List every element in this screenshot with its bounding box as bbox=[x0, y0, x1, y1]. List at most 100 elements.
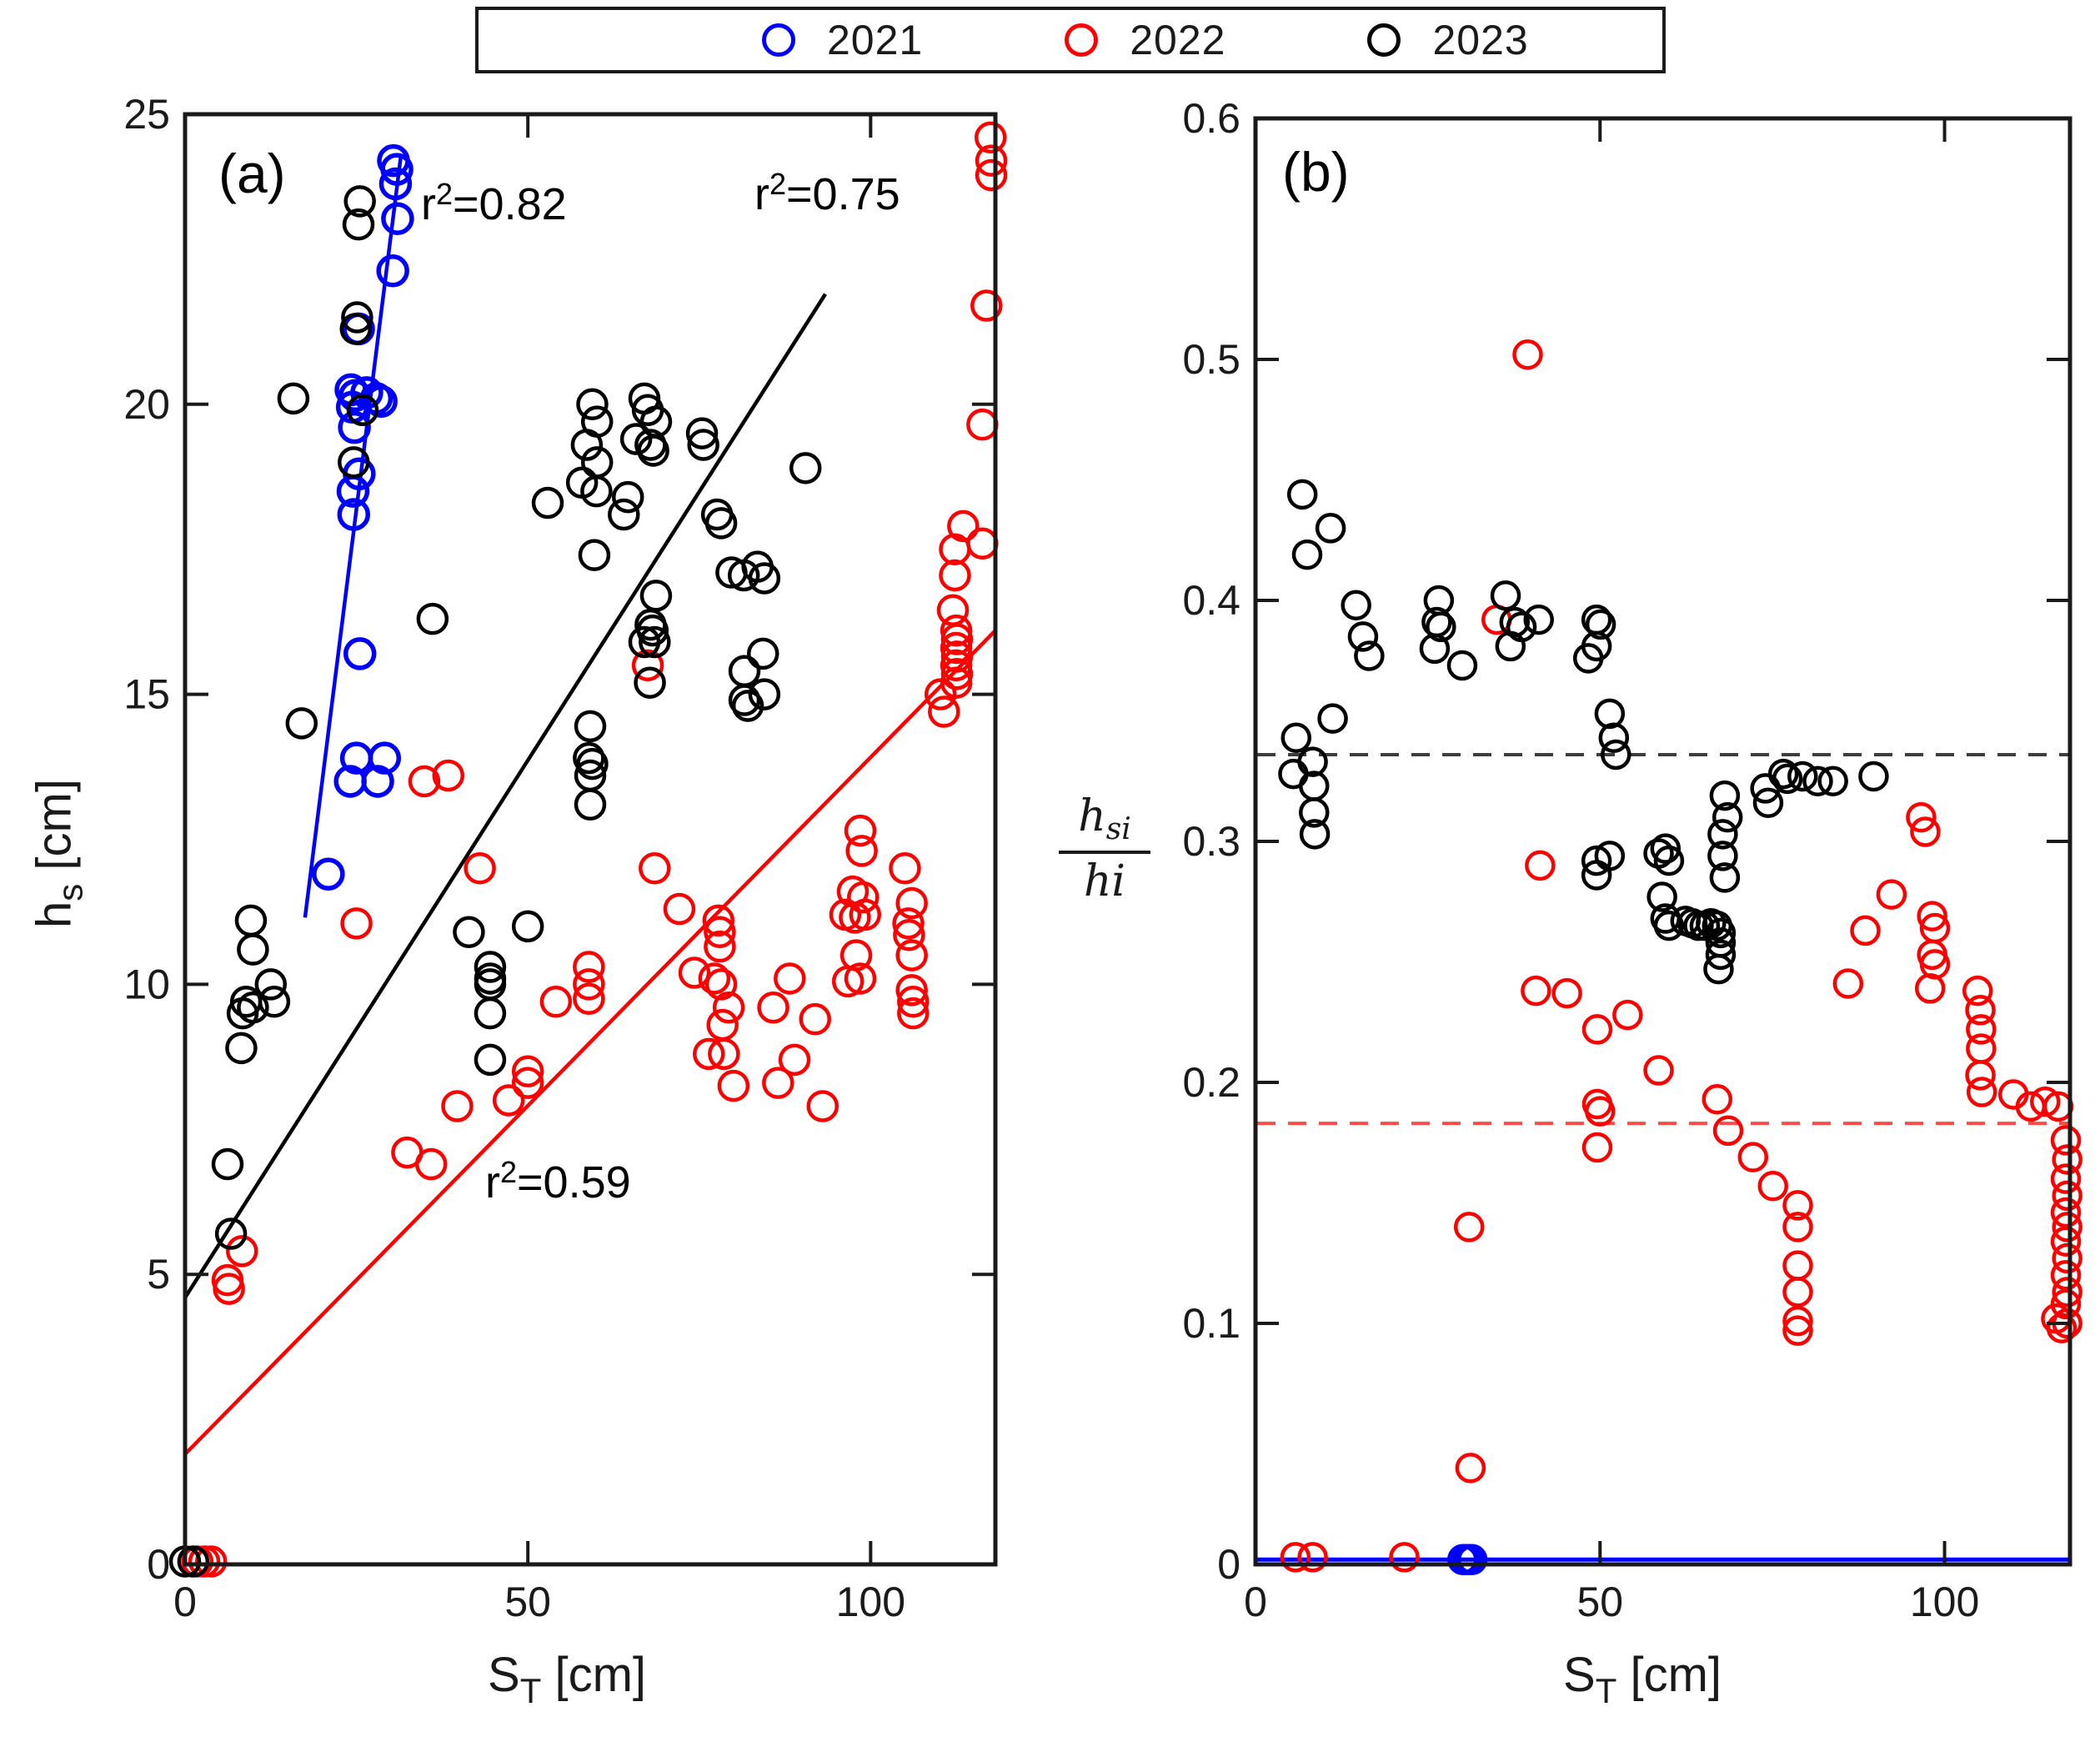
panel_a-point-2023 bbox=[177, 1545, 210, 1578]
panel_a-point-2022 bbox=[704, 968, 738, 1001]
panel_a-ytick-label: 25 bbox=[123, 91, 170, 138]
panel_b-point-2023 bbox=[1767, 758, 1799, 790]
panel_b-point-2023 bbox=[1707, 841, 1738, 871]
panel_b-point-2023 bbox=[1817, 766, 1848, 796]
panel_a-point-2022 bbox=[573, 968, 605, 1001]
panel_a-point-2023 bbox=[687, 429, 719, 461]
panel_a-point-2023 bbox=[608, 498, 640, 531]
panel-a-xaxis-label: ST [cm] bbox=[488, 1648, 647, 1710]
panel_b-point-2023 bbox=[1317, 703, 1348, 734]
legend-label-2023: 2023 bbox=[1432, 17, 1529, 63]
panel_b-point-2023 bbox=[1709, 780, 1741, 811]
panel_b-point-2021 bbox=[1456, 1544, 1488, 1575]
panel_b-point-2023 bbox=[1585, 609, 1616, 640]
panel_a-point-2023 bbox=[531, 486, 564, 520]
panel_b-point-2023 bbox=[1341, 590, 1371, 621]
panel_a-point-2021 bbox=[312, 857, 345, 891]
panel_a-point-2022 bbox=[778, 1043, 811, 1077]
legend-label-2022: 2022 bbox=[1130, 17, 1226, 63]
panel_a-axes-frame bbox=[183, 112, 998, 1567]
panel_b-point-2022 bbox=[1966, 1033, 1997, 1064]
panel_b-point-2022 bbox=[2046, 1313, 2077, 1344]
panel_b-ytick-label: 0.6 bbox=[1182, 95, 1240, 142]
panel_a-point-2022 bbox=[928, 695, 960, 728]
panel_b-point-2022 bbox=[2052, 1277, 2082, 1308]
panel_a-point-2023 bbox=[474, 951, 507, 983]
panel_a-point-2022 bbox=[895, 939, 928, 971]
panel_a-point-2022 bbox=[970, 289, 1003, 322]
panel_b-point-2022 bbox=[1782, 1250, 1813, 1281]
panel_a-point-2022 bbox=[573, 951, 605, 983]
legend-item-2023: 2023 bbox=[1367, 16, 1528, 64]
panel_b-point-2023 bbox=[1858, 761, 1889, 792]
panel_a-point-2022 bbox=[806, 1090, 839, 1122]
panel_a-point-2023 bbox=[285, 707, 318, 740]
panel_b-point-2022 bbox=[2050, 1226, 2082, 1257]
panel_a-point-2023 bbox=[748, 562, 781, 595]
annotation-r2-black: r2=0.75 bbox=[754, 167, 900, 219]
panel_a-point-2023 bbox=[704, 507, 738, 540]
panel_b-point-2023 bbox=[1709, 862, 1741, 893]
panel-b-yaxis-label: hsi hi bbox=[1059, 794, 1150, 904]
panel_b-point-2023 bbox=[1523, 604, 1554, 635]
panel-a-yaxis-label: hs [cm] bbox=[27, 779, 90, 928]
panel_a-point-2021 bbox=[368, 741, 402, 775]
panel_a-point-2023 bbox=[416, 602, 449, 635]
panel_a-point-2023 bbox=[226, 996, 259, 1030]
panel_b-point-2023 bbox=[1581, 845, 1612, 876]
panel_a-point-2022 bbox=[511, 1067, 544, 1099]
legend-box: 2021 2022 2023 bbox=[475, 7, 1666, 73]
panel_a-point-2023 bbox=[474, 1043, 507, 1077]
panel_a-point-2023 bbox=[578, 539, 611, 571]
panel_a-point-2023 bbox=[728, 684, 761, 716]
panel_b-point-2022 bbox=[1782, 1315, 1813, 1346]
panel_a-point-2022 bbox=[893, 919, 925, 951]
panel_b-point-2022 bbox=[1297, 1542, 1328, 1573]
panel_a-point-2023 bbox=[574, 788, 607, 821]
panel_b-point-2022 bbox=[1525, 850, 1556, 881]
panel_a-point-2023 bbox=[634, 666, 666, 699]
panel_a-fitline-2022 bbox=[183, 629, 997, 1456]
panel_a-point-2022 bbox=[940, 649, 973, 682]
panel_b-xtick-label: 0 bbox=[1244, 1579, 1267, 1625]
panel_b-ytick-label: 0.2 bbox=[1182, 1059, 1240, 1106]
panel_b-point-2023 bbox=[1281, 722, 1312, 753]
panel_a-point-2023 bbox=[277, 382, 310, 415]
panel_a-point-2022 bbox=[940, 631, 973, 665]
panel_a-point-2023 bbox=[789, 452, 822, 484]
panel_a-point-2023 bbox=[341, 301, 373, 334]
panel_a-xtick-label: 100 bbox=[836, 1579, 905, 1625]
panel_b-point-2022 bbox=[1551, 977, 1582, 1009]
panel_b-point-2022 bbox=[1585, 1096, 1616, 1127]
panel_a-ytick-label: 20 bbox=[123, 381, 170, 428]
panel_a-fitline-2023 bbox=[183, 293, 827, 1299]
panel_a-point-2022 bbox=[966, 408, 999, 441]
panel_a-point-2023 bbox=[748, 678, 781, 710]
panel_a-point-2023 bbox=[576, 388, 609, 421]
panel_b-point-2022 bbox=[1832, 968, 1864, 999]
panel_a-point-2022 bbox=[678, 956, 711, 989]
legend-label-2021: 2021 bbox=[827, 17, 924, 63]
panel_a-point-2022 bbox=[693, 1037, 725, 1071]
panel_b-point-2023 bbox=[1705, 939, 1737, 971]
panel_a-point-2023 bbox=[731, 690, 764, 722]
legend-marker-2021-circle-icon bbox=[762, 23, 795, 57]
panel_a-point-2022 bbox=[897, 986, 930, 1018]
panel_a-point-2023 bbox=[573, 741, 605, 775]
panel_a-point-2022 bbox=[639, 852, 671, 885]
panel_b-point-2022 bbox=[2050, 1259, 2082, 1291]
panel_a-point-2022 bbox=[704, 916, 736, 949]
panel-b-xaxis-label: ST [cm] bbox=[1563, 1648, 1722, 1710]
panel_a-ytick-label: 5 bbox=[147, 1251, 170, 1298]
panel_b-point-2023 bbox=[1653, 845, 1685, 876]
panel_a-point-2022 bbox=[845, 835, 878, 867]
panel_a-xtick-label: 50 bbox=[504, 1579, 551, 1625]
panel_a-point-2022 bbox=[194, 1545, 228, 1578]
panel_b-point-2022 bbox=[1737, 1142, 1769, 1172]
panel_b-xtick-label: 50 bbox=[1576, 1579, 1623, 1625]
panel_a-point-2022 bbox=[712, 991, 745, 1024]
panel_b-point-2022 bbox=[1782, 1277, 1813, 1308]
panel_b-point-2022 bbox=[1455, 1453, 1486, 1483]
panel_b-point-2022 bbox=[1521, 975, 1551, 1007]
